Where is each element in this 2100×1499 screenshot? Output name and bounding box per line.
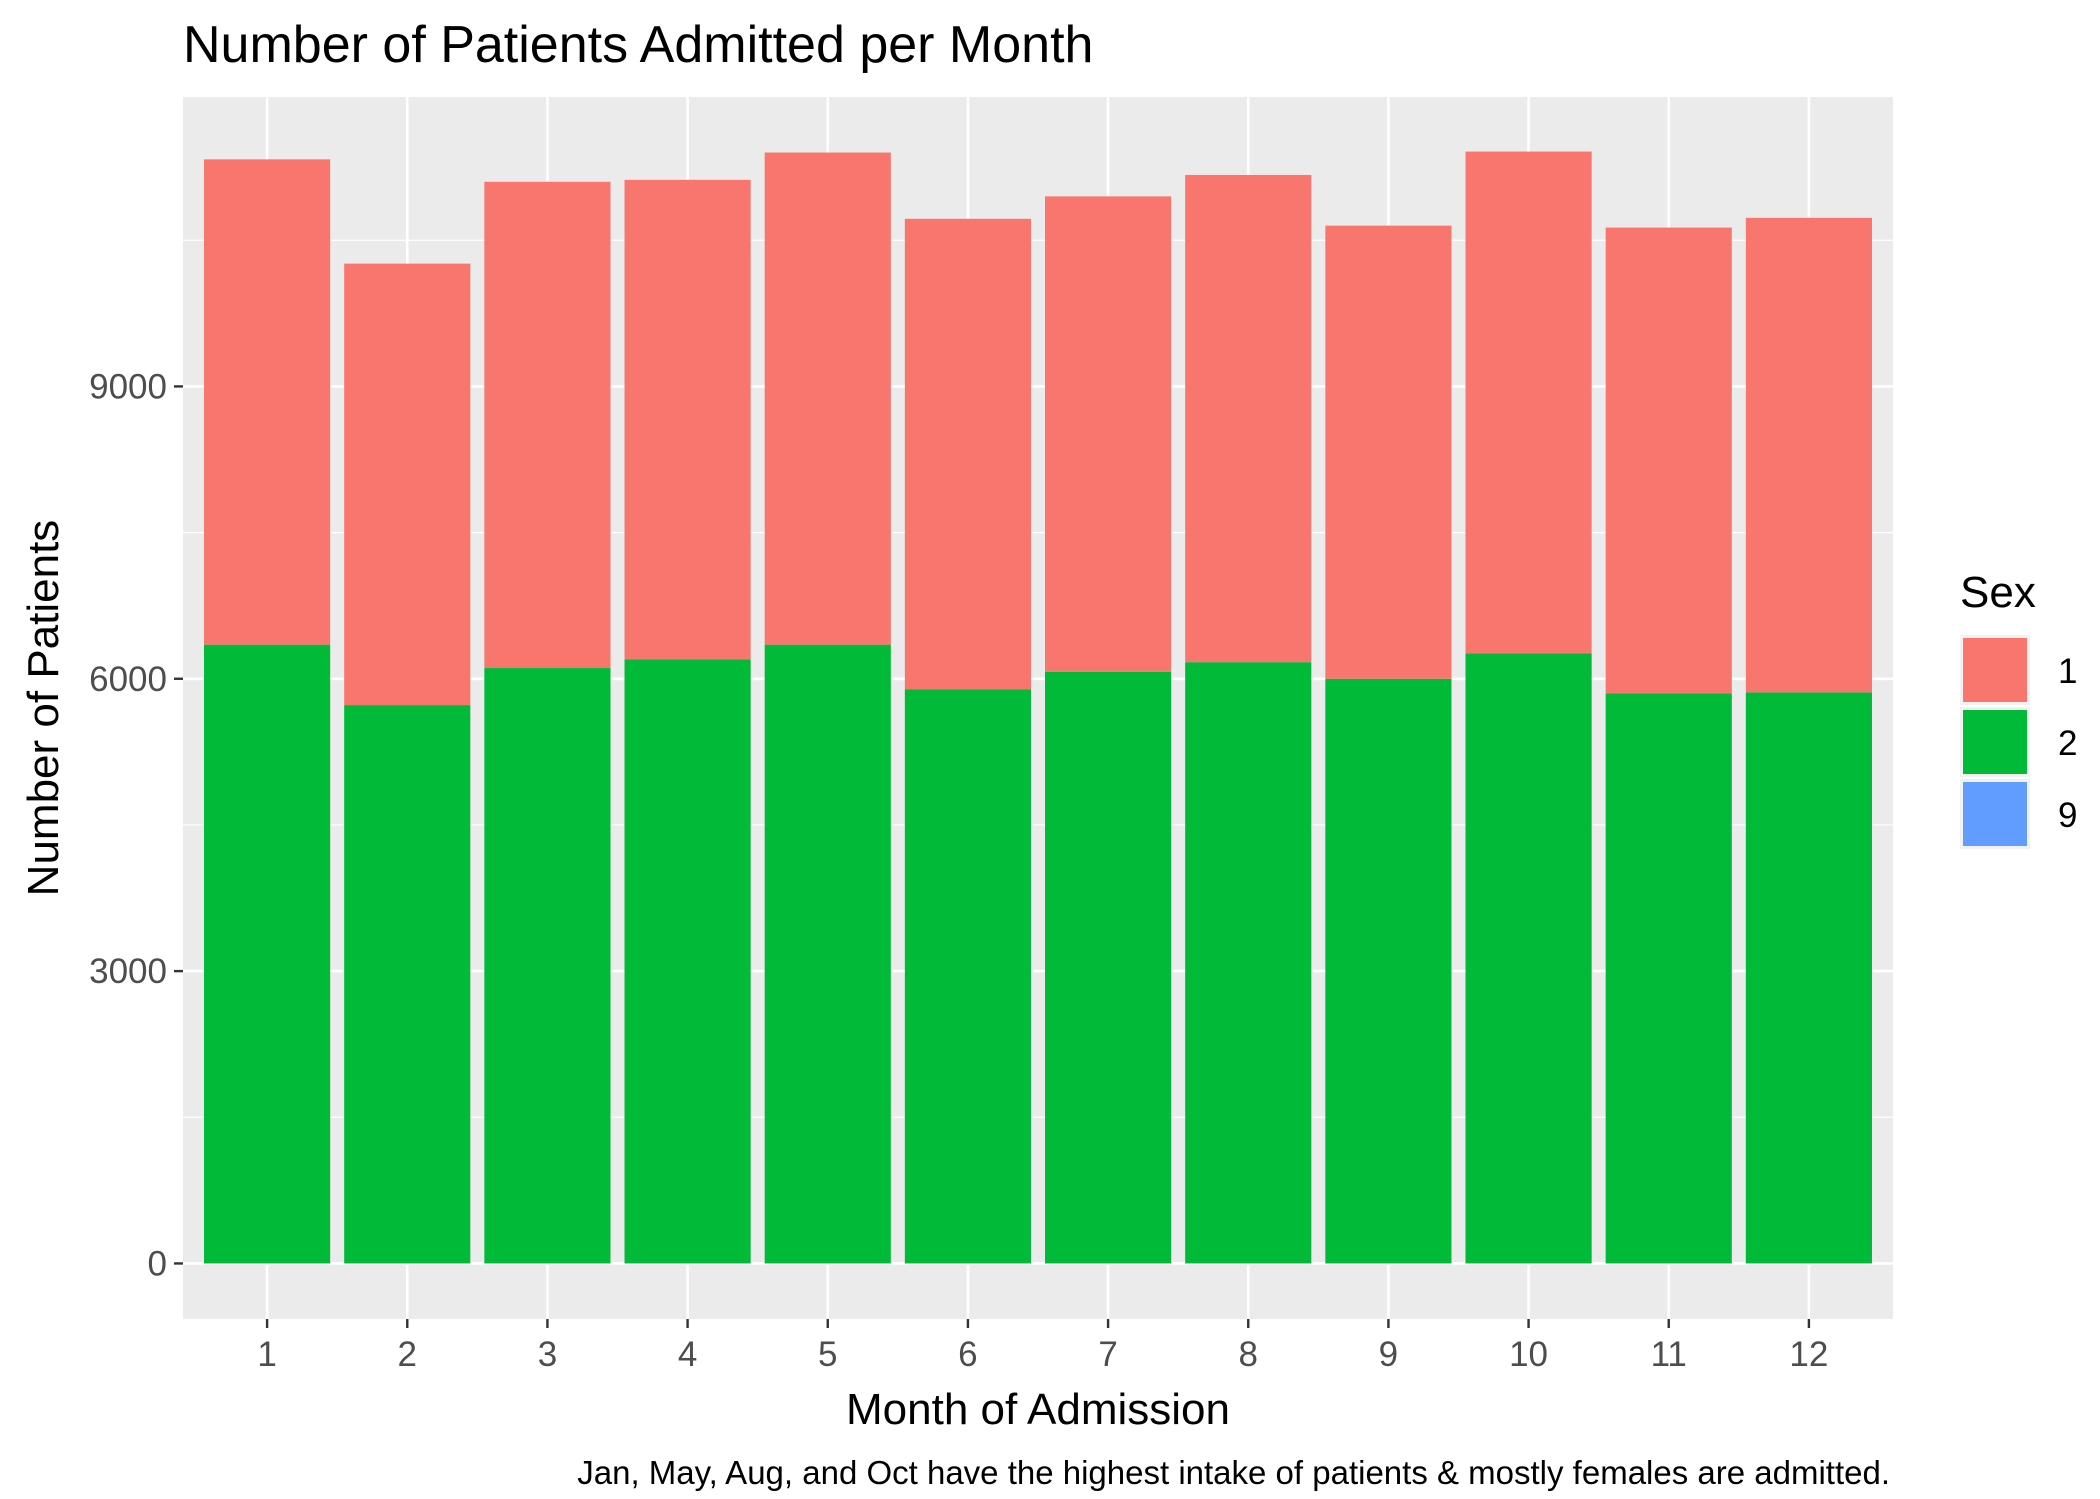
- legend-swatch-9: [1963, 782, 2027, 846]
- bar-sex-2-month-6: [904, 689, 1031, 1264]
- legend-swatch-1: [1963, 638, 2027, 702]
- y-tick-label: 3000: [89, 952, 167, 991]
- y-axis: 0 3000 6000 9000: [89, 367, 183, 1283]
- x-tick-label: 11: [1651, 1335, 1687, 1374]
- bar-sex-2-month-1: [204, 644, 331, 1264]
- bar-sex-2-month-10: [1465, 653, 1592, 1264]
- legend-swatch-2: [1963, 710, 2027, 774]
- bar-sex-1-month-9: [1325, 225, 1452, 679]
- bar-sex-1-month-8: [1185, 174, 1312, 663]
- bar-sex-2-month-8: [1185, 662, 1312, 1264]
- bar-sex-1-month-1: [204, 159, 331, 645]
- bars: [204, 151, 1872, 1264]
- legend-title: Sex: [1960, 568, 2036, 617]
- bar-sex-2-month-12: [1745, 692, 1872, 1264]
- x-tick-label: 6: [958, 1335, 977, 1374]
- legend: Sex 1 2 9: [1960, 568, 2077, 849]
- x-axis: 1 2 3 4 5 6 7 8 9 10 11 12: [257, 1319, 1828, 1374]
- y-tick-label: 9000: [89, 367, 167, 406]
- x-tick-label: 12: [1789, 1335, 1828, 1374]
- bar-sex-2-month-9: [1325, 678, 1452, 1264]
- bar-sex-2-month-2: [344, 705, 471, 1264]
- bar-sex-2-month-7: [1045, 671, 1172, 1264]
- x-axis-title: Month of Admission: [846, 1385, 1230, 1434]
- bar-sex-1-month-2: [344, 263, 471, 706]
- x-tick-label: 8: [1239, 1335, 1258, 1374]
- bar-sex-1-month-5: [764, 152, 891, 645]
- x-tick-label: 7: [1098, 1335, 1117, 1374]
- bar-sex-2-month-3: [484, 668, 611, 1264]
- chart-caption: Jan, May, Aug, and Oct have the highest …: [577, 1454, 1890, 1491]
- bar-sex-2-month-11: [1605, 693, 1732, 1264]
- x-tick-label: 9: [1379, 1335, 1398, 1374]
- bar-sex-2-month-5: [764, 644, 891, 1264]
- bar-sex-1-month-10: [1465, 151, 1592, 654]
- x-tick-label: 4: [678, 1335, 697, 1374]
- bar-sex-1-month-6: [904, 218, 1031, 690]
- bar-sex-1-month-12: [1745, 217, 1872, 693]
- x-tick-label: 10: [1509, 1335, 1548, 1374]
- x-tick-label: 2: [398, 1335, 417, 1374]
- y-tick-label: 6000: [89, 660, 167, 699]
- y-tick-label: 0: [148, 1244, 167, 1283]
- legend-label-2: 2: [2058, 724, 2077, 763]
- legend-label-9: 9: [2058, 796, 2077, 835]
- chart-title: Number of Patients Admitted per Month: [183, 16, 1093, 74]
- legend-label-1: 1: [2058, 652, 2077, 691]
- bar-sex-1-month-7: [1045, 196, 1172, 672]
- bar-sex-2-month-4: [624, 659, 751, 1264]
- bar-sex-1-month-11: [1605, 227, 1732, 694]
- bar-sex-1-month-4: [624, 179, 751, 660]
- bar-sex-1-month-3: [484, 181, 611, 669]
- x-tick-label: 1: [257, 1335, 276, 1374]
- x-tick-label: 5: [818, 1335, 837, 1374]
- y-axis-title: Number of Patients: [19, 520, 68, 897]
- x-tick-label: 3: [538, 1335, 557, 1374]
